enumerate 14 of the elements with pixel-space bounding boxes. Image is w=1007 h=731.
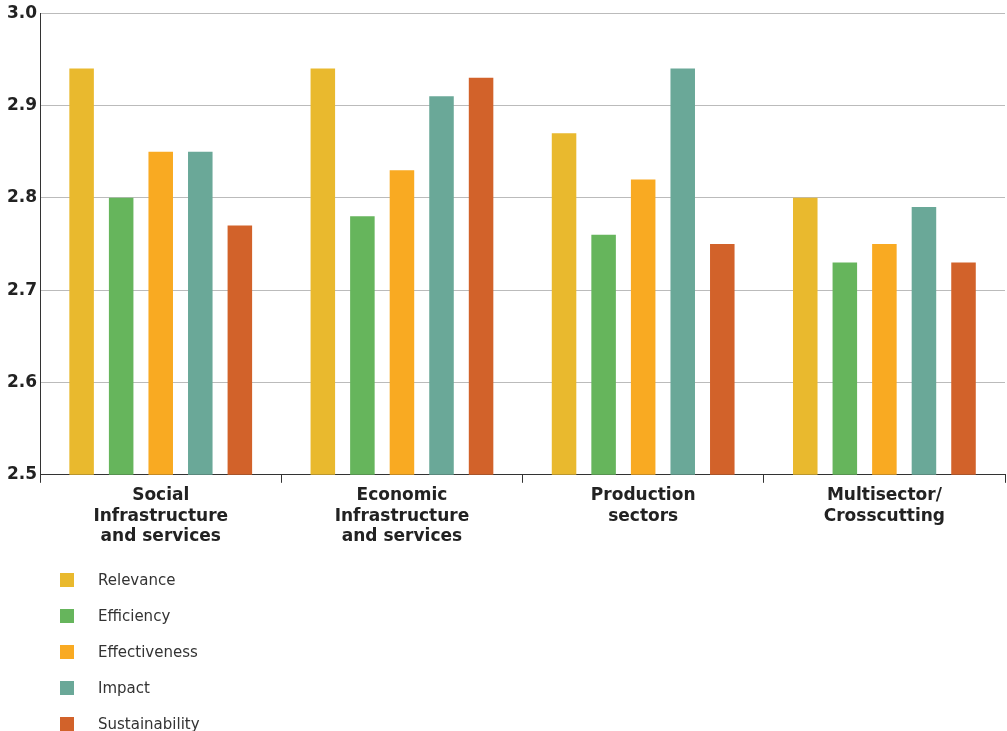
y-tick-label: 3.0 [6,1,38,22]
y-tick-label: 2.7 [6,278,38,299]
legend-label: Effectiveness [98,643,198,661]
y-tick-label: 2.8 [6,186,38,207]
legend-label: Relevance [98,571,176,589]
y-tick-label: 2.6 [6,370,38,391]
legend-label: Impact [98,679,150,697]
x-tick-label: Economic Infrastructure and services [334,484,470,546]
y-tick-label: 2.5 [6,463,38,484]
y-tick-label: 2.9 [6,93,38,114]
x-tick-label: Production sectors [590,484,696,525]
x-tick-label: Social Infrastructure and services [93,484,229,546]
x-tick-label: Multisector/ Crosscutting [823,484,946,525]
legend-label: Efficiency [98,607,171,625]
